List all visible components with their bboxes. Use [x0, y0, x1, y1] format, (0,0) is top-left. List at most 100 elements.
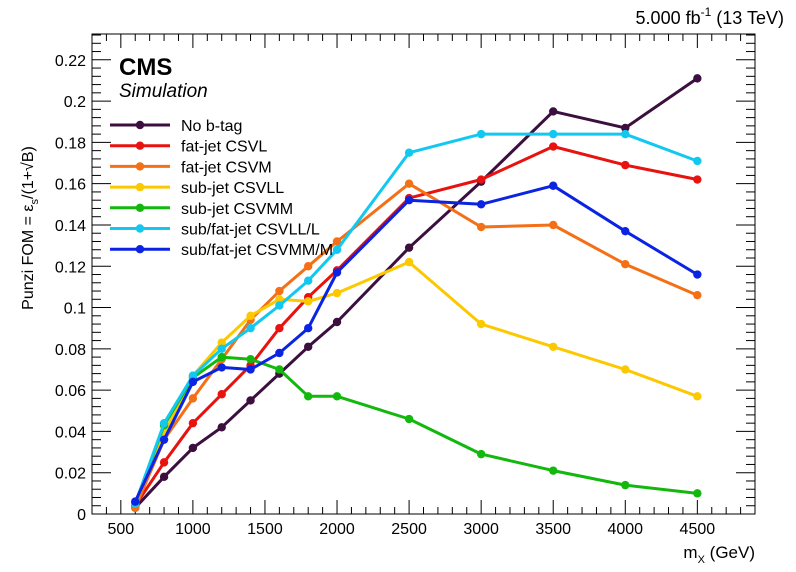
x-tick-label: 4000 [607, 521, 643, 538]
data-point [549, 342, 558, 351]
legend-entry: fat-jet CSVM [110, 159, 272, 176]
data-point [621, 160, 630, 170]
data-point [549, 107, 558, 116]
data-point [217, 390, 226, 399]
data-point [404, 179, 414, 188]
data-point [246, 354, 255, 364]
data-point [621, 226, 630, 236]
legend-entry: fat-jet CSVL [110, 139, 267, 156]
series-layer [131, 74, 702, 513]
data-point [188, 394, 198, 403]
x-tick-label: 1500 [247, 521, 283, 538]
data-point [549, 181, 558, 190]
legend-marker [135, 245, 145, 254]
x-tick-label: 3000 [463, 521, 499, 538]
lumi-value: 5.000 fb [636, 8, 701, 28]
x-tick-label: 3500 [535, 521, 571, 538]
x-axis-title-unit: (GeV) [710, 543, 755, 562]
data-point [621, 480, 630, 490]
data-point [476, 175, 486, 184]
data-point [404, 257, 414, 267]
x-tick-label: 2500 [391, 521, 427, 538]
data-point [303, 297, 313, 306]
x-tick-label: 2000 [319, 521, 355, 538]
x-tick-labels: 500 1000 1500 2000 2500 3000 3500 4000 4500 [107, 521, 715, 538]
series-group [131, 142, 702, 510]
data-point [217, 363, 226, 372]
x-tick-label: 4500 [680, 521, 716, 538]
data-point [303, 276, 313, 285]
y-tick-label: 0.02 [55, 466, 86, 483]
data-point [621, 259, 630, 269]
data-point [476, 129, 486, 139]
data-point [693, 392, 702, 401]
data-point [621, 129, 630, 139]
x-axis-title-main: m [683, 543, 697, 562]
legend-label: sub/fat-jet CSVLL/L [181, 222, 320, 239]
data-point [303, 323, 313, 333]
legend-label: fat-jet CSVL [181, 139, 267, 156]
data-point [275, 323, 284, 333]
data-point [159, 418, 169, 428]
data-point [188, 371, 198, 380]
data-point [332, 237, 342, 246]
legend-entry: sub/fat-jet CSVLL/L [110, 222, 320, 239]
x-axis-title-sub: X [698, 554, 706, 566]
data-point [246, 396, 255, 405]
series-group [131, 181, 702, 506]
data-point [303, 342, 313, 351]
data-point [404, 195, 414, 205]
axis-ticks [92, 34, 755, 515]
data-point [159, 435, 169, 444]
data-point [332, 288, 342, 298]
data-point [246, 365, 255, 374]
y-tick-label: 0.08 [55, 342, 86, 359]
data-point [549, 142, 558, 151]
data-point [275, 348, 284, 358]
series-line [133, 260, 698, 505]
data-point [693, 290, 702, 300]
series-group [131, 257, 702, 508]
legend-entry: sub/fat-jet CSVMM/M [110, 242, 333, 259]
y-tick-label: 0.16 [55, 177, 86, 194]
legend-marker [135, 141, 145, 150]
energy-label: (13 TeV) [716, 8, 784, 28]
y-tick-label: 0.06 [55, 383, 86, 400]
cms-sublabel: Simulation [119, 81, 208, 102]
series-group [131, 129, 702, 508]
legend: No b-tag fat-jet CSVL fat-jet CSVM sub-jet … [110, 118, 333, 259]
legend-label: fat-jet CSVM [181, 159, 272, 176]
legend-marker [135, 203, 145, 212]
data-point [217, 338, 226, 347]
data-point [275, 301, 284, 310]
data-point [217, 423, 226, 432]
legend-entry: No b-tag [110, 118, 242, 135]
y-tick-label: 0.18 [55, 135, 86, 152]
legend-entry: sub-jet CSVLL [110, 180, 284, 197]
legend-marker [135, 162, 145, 171]
y-axis-title-main: Punzi FOM = ε [20, 204, 37, 309]
y-tick-label: 0.14 [55, 218, 86, 235]
data-point [159, 472, 169, 482]
x-tick-label: 1000 [175, 521, 211, 538]
data-point [549, 466, 558, 475]
legend-entry: sub-jet CSVMM [110, 201, 293, 218]
data-point [332, 317, 342, 327]
data-point [188, 418, 198, 428]
legend-marker [135, 120, 145, 130]
data-point [275, 365, 284, 374]
legend-label: sub/fat-jet CSVMM/M [181, 242, 333, 259]
data-point [549, 129, 558, 139]
data-point [476, 449, 486, 459]
data-point [476, 319, 486, 329]
y-tick-label: 0 [77, 507, 86, 524]
x-axis-title: mX (GeV) [683, 543, 755, 566]
data-point [332, 245, 342, 254]
data-point [188, 377, 198, 387]
data-point [404, 148, 414, 157]
data-point [246, 311, 255, 321]
data-point [476, 200, 486, 209]
y-tick-labels: 0 0.02 0.04 0.06 0.08 0.1 0.12 0.14 0.16 0.18 0.2 0… [55, 53, 86, 524]
data-point [404, 243, 414, 252]
